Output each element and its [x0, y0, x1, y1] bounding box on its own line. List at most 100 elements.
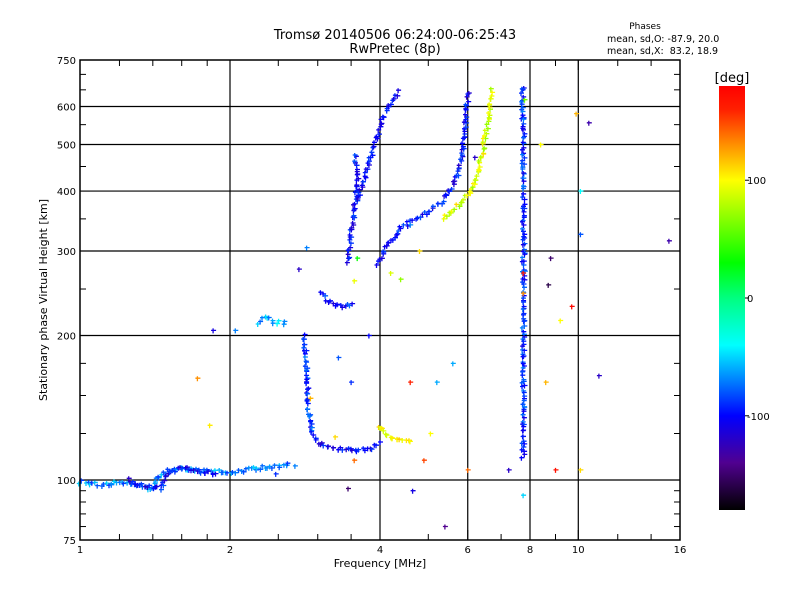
y-tick-label: 300 — [57, 247, 76, 258]
data-point — [522, 206, 528, 212]
colorbar — [719, 86, 745, 510]
data-point — [456, 173, 462, 179]
scatter-point — [304, 245, 310, 251]
data-point — [305, 407, 311, 412]
data-point — [203, 470, 208, 476]
data-point — [522, 285, 527, 291]
data-point — [396, 88, 402, 94]
data-point — [459, 200, 465, 206]
data-point — [490, 90, 496, 96]
data-point — [519, 102, 525, 108]
scatter-point — [442, 524, 448, 530]
data-point — [350, 221, 356, 226]
data-point — [363, 167, 369, 173]
data-point — [104, 481, 110, 487]
x-tick-label: 6 — [465, 545, 471, 556]
data-point — [487, 102, 493, 108]
scatter-point — [521, 291, 527, 297]
data-point — [466, 99, 472, 105]
data-point — [161, 483, 167, 489]
scatter-point — [296, 267, 302, 273]
scatter-point — [207, 423, 213, 429]
data-point — [521, 415, 527, 421]
scatter-point — [211, 328, 217, 334]
scatter-point — [421, 458, 427, 464]
data-point — [444, 193, 450, 199]
data-point — [352, 159, 358, 165]
data-point — [521, 223, 527, 228]
data-point — [461, 120, 467, 126]
data-point — [355, 167, 360, 173]
data-point — [204, 467, 210, 473]
data-point — [355, 172, 361, 177]
data-point — [520, 219, 525, 225]
data-point — [304, 381, 310, 387]
data-point — [521, 171, 527, 176]
scatter-point — [349, 380, 355, 386]
data-point — [522, 197, 528, 203]
data-point — [307, 414, 313, 420]
data-point — [355, 197, 361, 202]
data-point — [348, 241, 354, 247]
stats-x-line: mean, sd,X: 83.2, 18.9 — [607, 46, 718, 57]
data-point — [426, 209, 432, 215]
x-tick-label: 4 — [377, 545, 383, 556]
data-point — [519, 325, 525, 331]
data-point — [452, 207, 458, 213]
data-point — [198, 470, 204, 476]
scatter-point — [346, 486, 351, 492]
data-point — [401, 222, 407, 228]
data-point — [206, 469, 212, 475]
data-point — [348, 245, 354, 251]
data-point — [356, 447, 362, 453]
data-point — [460, 144, 466, 150]
scatter-point — [596, 373, 602, 379]
colorbar-tick-label: 0 — [747, 294, 753, 305]
data-point — [521, 117, 527, 123]
data-point — [521, 409, 527, 415]
data-point — [441, 216, 447, 222]
data-point — [463, 125, 469, 131]
data-point — [482, 128, 488, 134]
data-point — [379, 256, 385, 262]
data-point — [522, 348, 528, 354]
scatter-point — [408, 380, 414, 386]
data-point — [521, 186, 526, 192]
data-point — [377, 132, 382, 138]
data-point — [159, 487, 164, 493]
data-point — [344, 260, 350, 266]
data-point — [95, 483, 101, 489]
data-point — [521, 300, 527, 306]
data-point — [304, 348, 310, 354]
data-point — [486, 111, 492, 116]
data-point — [139, 481, 145, 487]
data-point — [522, 441, 528, 447]
data-point — [266, 315, 272, 321]
data-point — [520, 384, 525, 390]
data-point — [308, 418, 314, 424]
data-point — [488, 86, 494, 92]
data-point — [454, 202, 460, 208]
stats-o-line: mean, sd,O: -87.9, 20.0 — [607, 34, 719, 45]
data-point — [520, 242, 526, 248]
data-point — [380, 114, 386, 120]
scatter-point — [586, 120, 592, 126]
data-point — [282, 319, 288, 325]
data-point — [313, 437, 319, 443]
data-point — [376, 259, 381, 265]
y-tick-label: 75 — [63, 536, 76, 547]
data-point — [521, 135, 527, 141]
data-point — [521, 215, 527, 221]
data-point — [463, 107, 469, 113]
data-point — [260, 315, 265, 321]
data-point — [162, 478, 168, 484]
data-point — [350, 301, 356, 307]
data-point — [362, 170, 368, 176]
data-point — [361, 179, 366, 185]
data-point — [379, 121, 385, 127]
data-point — [365, 161, 371, 167]
data-point — [520, 373, 526, 379]
scatter-point — [378, 440, 383, 445]
data-point — [376, 127, 382, 133]
data-point — [521, 179, 527, 185]
